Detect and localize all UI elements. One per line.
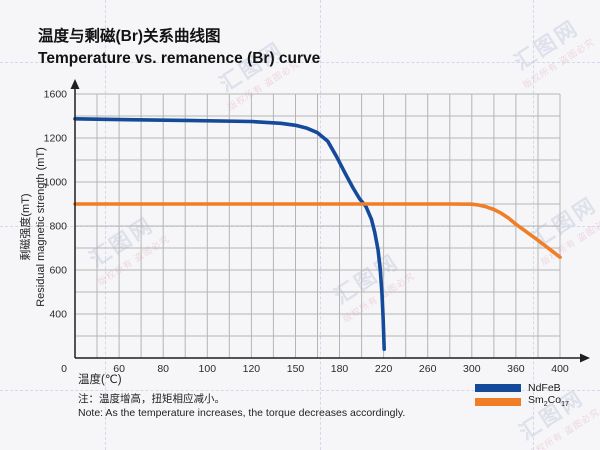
background-grid-line bbox=[105, 0, 106, 450]
legend-label-ndfeb: NdFeB bbox=[528, 381, 561, 394]
x-tick-label: 150 bbox=[287, 363, 305, 375]
x-axis-arrow bbox=[580, 353, 590, 363]
x-tick-label: 120 bbox=[243, 363, 261, 375]
sm2co17-swatch bbox=[475, 397, 521, 406]
y-tick-label: 400 bbox=[49, 309, 67, 321]
chart-title-block: 温度与剩磁(Br)关系曲线图 Temperature vs. remanence… bbox=[38, 26, 320, 70]
y-tick-label: 800 bbox=[49, 221, 67, 233]
y-axis-title-english: Residual magnetic strength (mT) bbox=[35, 147, 47, 307]
x-tick-label: 260 bbox=[419, 363, 437, 375]
background-grid-line bbox=[320, 0, 321, 450]
chart-title-chinese: 温度与剩磁(Br)关系曲线图 bbox=[38, 28, 221, 45]
footnote-block: 注：温度增高，扭矩相应减小。 Note: As the temperature … bbox=[78, 393, 405, 420]
origin-tick-label: 0 bbox=[61, 363, 67, 375]
chart-title-english: Temperature vs. remanence (Br) curve bbox=[38, 50, 321, 67]
x-tick-label: 220 bbox=[375, 363, 393, 375]
y-axis-arrow bbox=[70, 79, 80, 89]
y-tick-label: 1200 bbox=[44, 133, 68, 145]
x-tick-label: 400 bbox=[551, 363, 569, 375]
footnote-chinese: 注：温度增高，扭矩相应减小。 bbox=[78, 393, 225, 405]
legend-item-sm2co17: Sm2Co17 bbox=[475, 394, 569, 409]
y-axis-title-chinese: 剩磁强度(mT) bbox=[20, 193, 32, 261]
x-tick-label: 360 bbox=[507, 363, 525, 375]
ndfeb-curve bbox=[73, 117, 387, 352]
y-tick-label: 1000 bbox=[44, 177, 68, 189]
legend-label-sm2co17: Sm2Co17 bbox=[528, 394, 569, 409]
x-tick-label: 80 bbox=[157, 363, 169, 375]
ndfeb-swatch bbox=[475, 383, 521, 392]
y-tick-label: 600 bbox=[49, 265, 67, 277]
y-tick-label: 1600 bbox=[44, 89, 68, 101]
y-axis-title: 剩磁强度(mT) Residual magnetic strength (mT) bbox=[19, 106, 49, 348]
background-grid-line bbox=[533, 0, 534, 450]
x-tick-label: 60 bbox=[113, 363, 125, 375]
x-tick-label: 300 bbox=[463, 363, 481, 375]
legend: NdFeB Sm2Co17 bbox=[475, 381, 569, 409]
x-tick-label: 180 bbox=[331, 363, 349, 375]
tick-labels: 400 600 800 1000 1200 1600 60 80 100 120 150 180 220… bbox=[44, 89, 569, 376]
curves bbox=[73, 117, 562, 352]
footnote-english: Note: As the temperature increases, the … bbox=[78, 406, 406, 419]
axes bbox=[74, 86, 583, 359]
sm2co17-curve bbox=[73, 202, 562, 260]
x-tick-label: 100 bbox=[199, 363, 217, 375]
x-axis-title: 温度(℃) bbox=[78, 374, 122, 386]
legend-item-ndfeb: NdFeB bbox=[475, 381, 569, 394]
background-grid-line bbox=[0, 390, 600, 391]
background-grid-line bbox=[0, 62, 600, 63]
